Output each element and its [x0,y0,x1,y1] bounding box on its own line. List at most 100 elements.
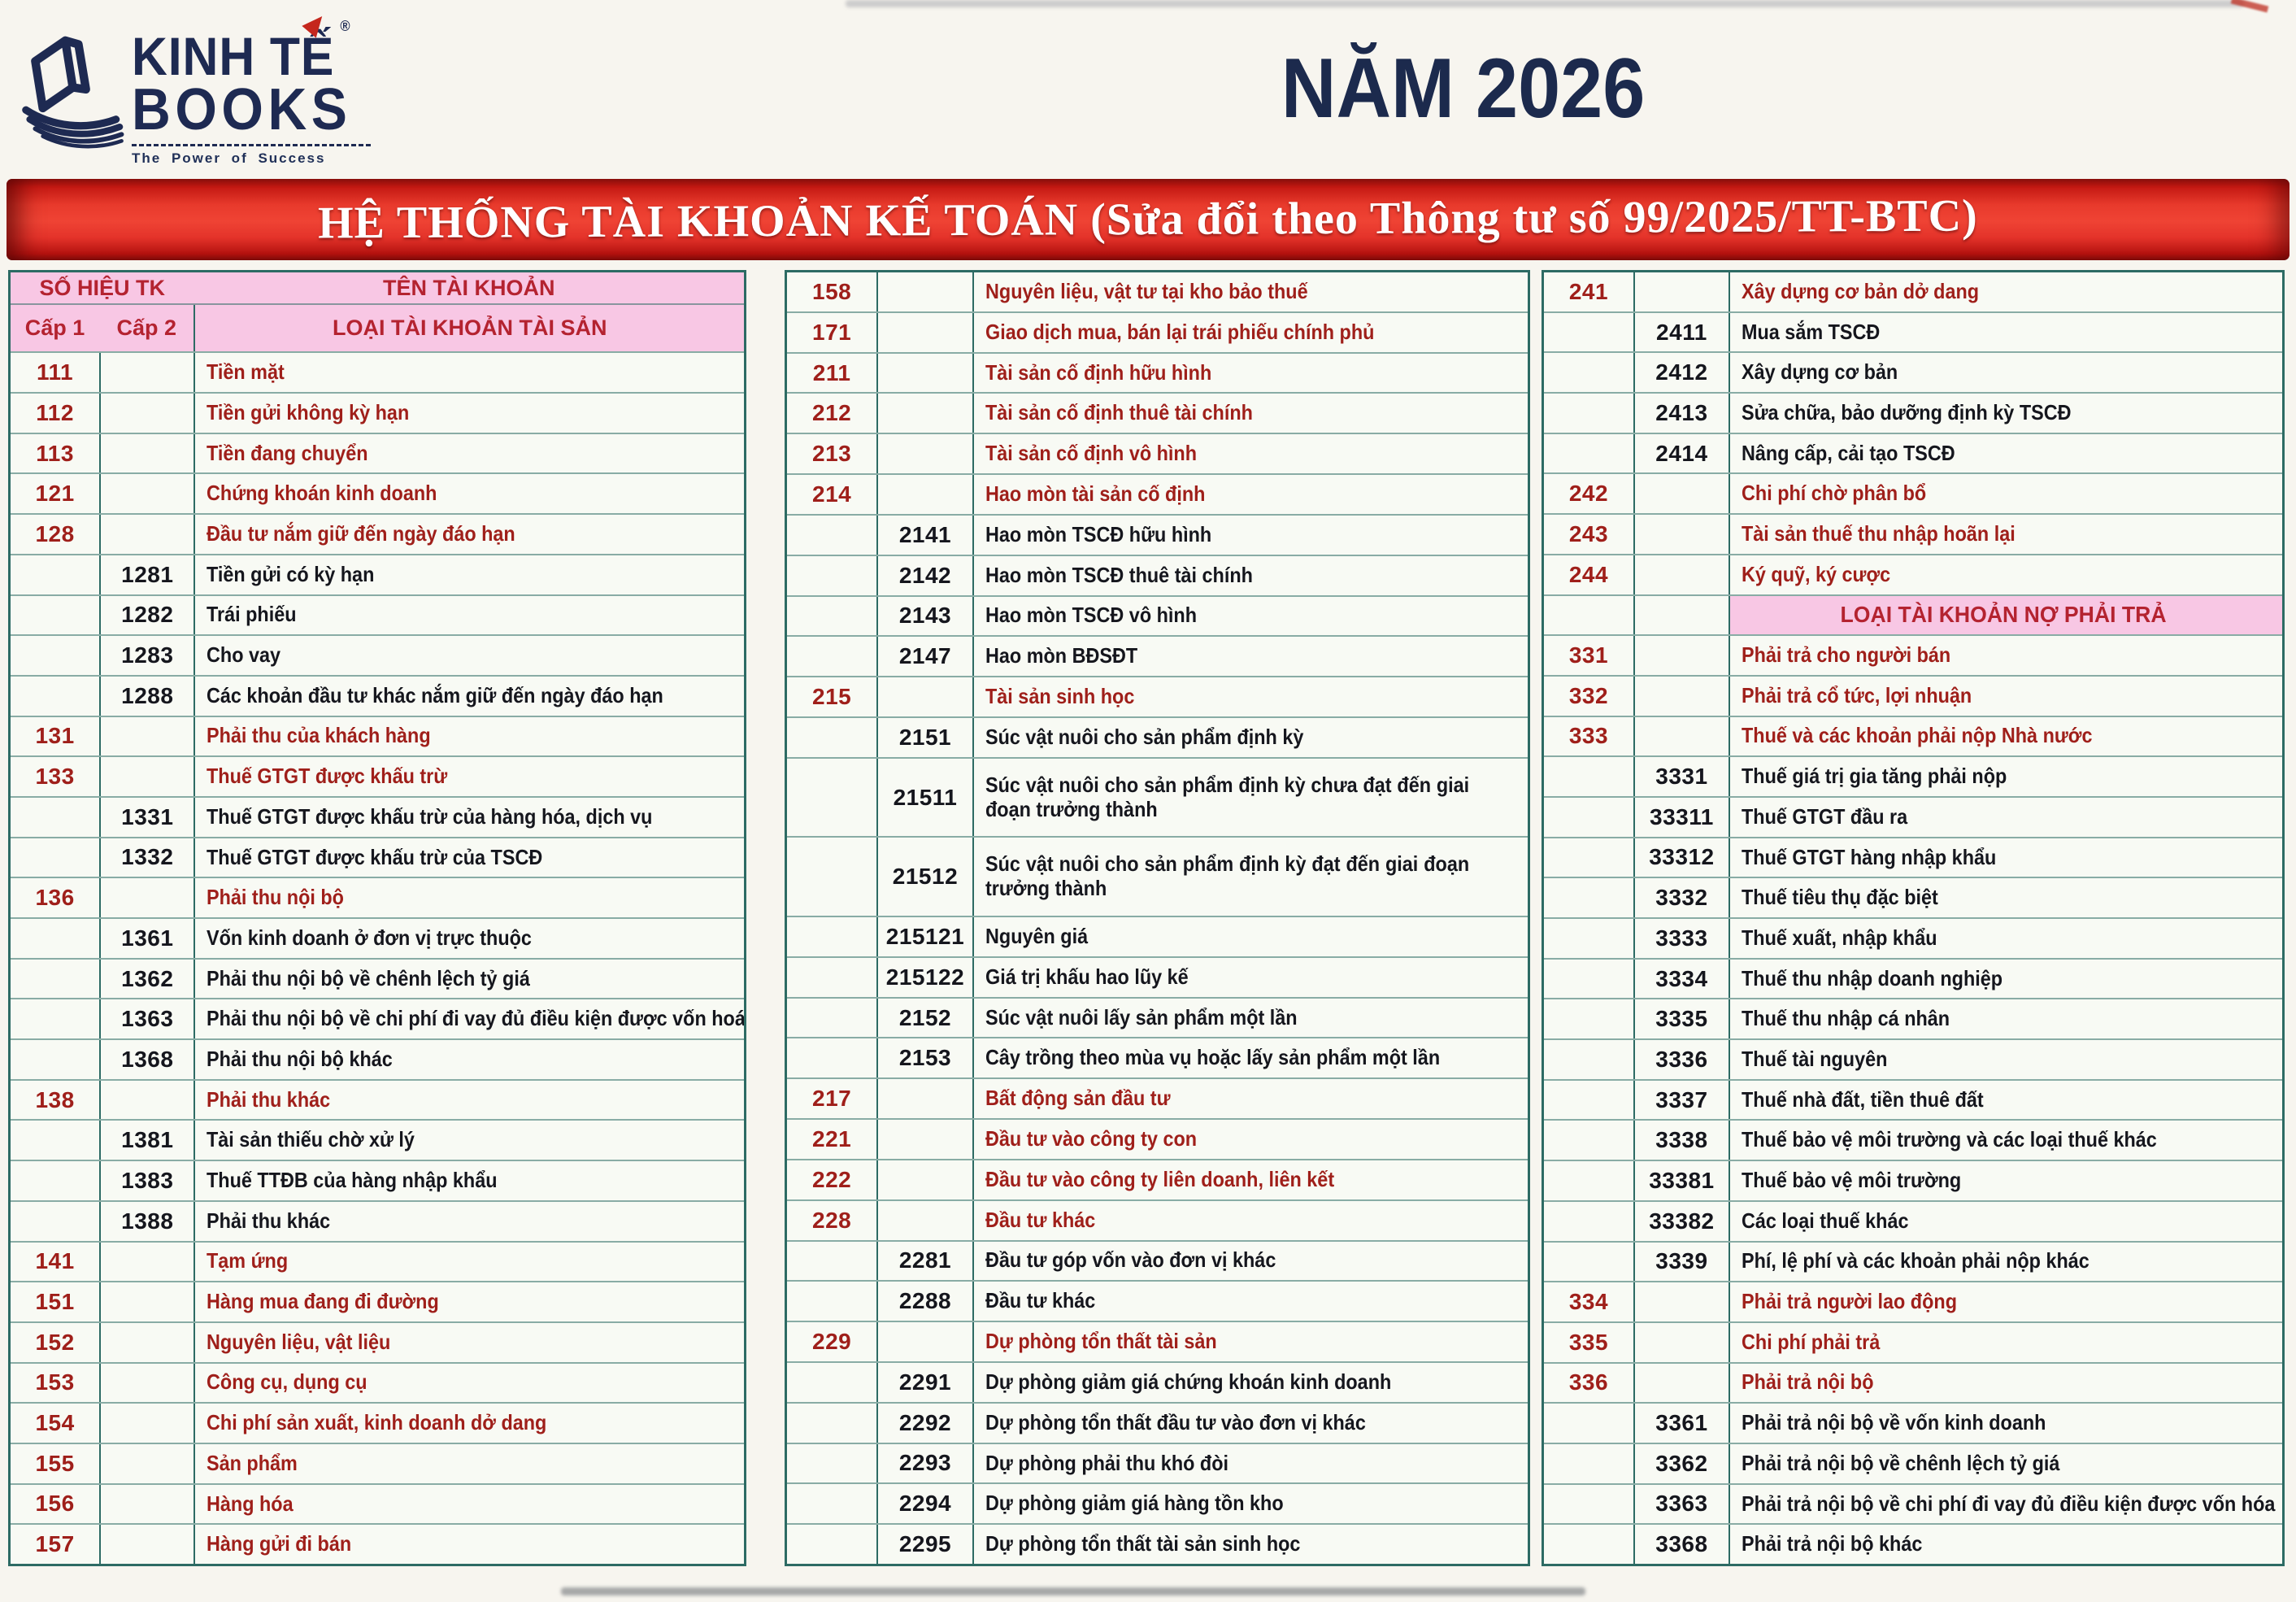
liability-section-header-row: LOẠI TÀI KHOẢN NỢ PHẢI TRẢ [1544,594,2282,635]
account-code-level2: 2151 [898,724,952,750]
level1-code-cell [1544,434,1633,473]
account-code-level2: 3362 [1655,1450,1708,1476]
account-code-level2: 2152 [898,1004,952,1030]
account-row: 332 Phải trả cổ tức, lợi nhuận [1544,674,2282,716]
account-name: Hao mòn tài sản cố định [985,481,1206,507]
level2-code-cell: 1288 [99,676,194,716]
account-name-cell: Phải trả nội bộ [1728,1363,2282,1403]
level2-code-cell [876,475,972,514]
account-name-cell: Hàng gửi đi bán [194,1525,744,1564]
account-code-level2: 3337 [1655,1086,1708,1112]
level2-code-cell: 3368 [1633,1525,1729,1564]
account-name: Tiền gửi có kỳ hạn [207,561,375,586]
liability-section-label: LOẠI TÀI KHOẢN NỢ PHẢI TRẢ [1840,602,2167,628]
account-name: Dự phòng giảm giá chứng khoán kinh doanh [985,1369,1392,1394]
account-row: 157 Hàng gửi đi bán [11,1523,744,1564]
account-name-cell: Thuế thu nhập doanh nghiệp [1728,959,2282,999]
account-code-level1: 331 [1568,642,1609,668]
account-code-level1: 335 [1568,1329,1609,1355]
account-row: 2292 Dự phòng tổn thất đầu tư vào đơn vị … [787,1401,1528,1443]
account-code-level2: 1282 [121,602,174,628]
account-name-cell: Xây dựng cơ bản dở dang [1728,272,2282,311]
account-name-cell: Hao mòn tài sản cố định [972,475,1528,514]
level1-code-cell [787,1525,876,1564]
level1-code-cell [1544,1525,1633,1564]
level1-code-cell: 112 [11,394,99,433]
account-row: 3334 Thuế thu nhập doanh nghiệp [1544,957,2282,999]
level1-code-cell: 336 [1544,1364,1633,1403]
account-name-cell: Sản phẩm [194,1443,744,1483]
account-code-level2: 2294 [898,1491,952,1517]
level2-code-cell: 2288 [876,1282,972,1321]
account-row: 2141 Hao mòn TSCĐ hữu hình [787,513,1528,555]
level2-code-cell: 21511 [876,758,972,837]
level2-code-cell [1633,555,1729,594]
logo-text: KINH TẾ ® BOOKS The Power of Success [132,9,372,167]
account-code-level1: 131 [35,723,75,749]
account-row: 1381 Tài sản thiếu chờ xử lý [11,1119,744,1160]
level2-code-cell [876,1322,972,1361]
level1-code-cell [787,1404,876,1443]
account-row: 212 Tài sản cố định thuê tài chính [787,392,1528,433]
level1-code-cell [1544,878,1633,917]
level1-code-cell [11,798,99,837]
header-account-number: SỐ HIỆU TK [39,275,165,300]
level2-code-cell [876,677,972,716]
account-code-level2: 33311 [1650,803,1714,829]
kinhte-books-logo: KINH TẾ ® BOOKS The Power of Success [15,8,372,177]
account-row: 141 Tạm ứng [11,1240,744,1282]
account-row: 2153 Cây trồng theo mùa vụ hoặc lấy sản p… [787,1037,1528,1078]
account-name-cell: Giao dịch mua, bán lại trái phiếu chính … [972,312,1528,352]
level1-code-cell [1544,919,1633,958]
account-name-cell: Súc vật nuôi lấy sản phẩm một lần [972,998,1528,1038]
level1-code-cell: 128 [11,515,99,554]
accounts-table-column-2: 158 Nguyên liệu, vật tư tại kho bảo thuế 1… [785,270,1530,1566]
account-name-cell: Súc vật nuôi cho sản phẩm định kỳ đạt đế… [972,838,1528,916]
account-name: Giao dịch mua, bán lại trái phiếu chính … [985,319,1375,344]
account-code-level2: 2288 [898,1288,952,1314]
level1-code-cell [787,1038,876,1077]
account-name-cell: Nâng cấp, cải tạo TSCĐ [1728,433,2282,473]
level2-code-cell [99,1404,194,1443]
account-name-cell: Phải thu khác [194,1201,744,1241]
level1-code-cell: 136 [11,878,99,917]
account-code-level2: 1332 [121,844,174,870]
account-code-level1: 334 [1568,1289,1609,1315]
account-code-level1: 222 [812,1166,852,1192]
level1-code-cell: 243 [1544,515,1633,554]
account-name-cell: Dự phòng tổn thất tài sản [972,1322,1528,1361]
account-code-level2: 3336 [1655,1046,1708,1072]
account-row: 136 Phải thu nội bộ [11,877,744,917]
account-row: 3362 Phải trả nội bộ về chênh lệch tỷ giá [1544,1442,2282,1483]
account-code-level1: 228 [812,1207,852,1233]
account-name: Phải thu nội bộ về chi phí đi vay đủ điề… [207,1006,744,1031]
account-code-level2: 2153 [898,1045,952,1071]
account-code-level1: 213 [812,441,852,467]
logo-tagline: The Power of Success [132,144,372,167]
header-level2: Cấp 2 [116,316,177,341]
level2-code-cell: 3338 [1633,1121,1729,1160]
level2-code-cell [1633,716,1729,756]
account-row: 154 Chi phí sản xuất, kinh doanh dở dang [11,1402,744,1443]
level2-code-cell: 215121 [876,917,972,956]
account-name: Trái phiếu [207,602,298,627]
level2-code-cell: 1388 [99,1201,194,1241]
account-code-level1: 243 [1568,520,1609,546]
account-code-level2: 2142 [898,562,952,588]
level2-code-cell: 1361 [99,919,194,958]
level2-code-cell: 33312 [1633,838,1729,877]
account-row: 3368 Phải trả nội bộ khác [1544,1523,2282,1564]
level2-code-cell: 2293 [876,1443,972,1483]
account-row: 331 Phải trả cho người bán [1544,634,2282,675]
level2-code-cell: 3362 [1633,1443,1729,1483]
account-code-level2: 215122 [885,964,965,990]
open-book-icon [22,36,124,149]
account-name: Hàng hóa [207,1491,294,1516]
account-row: 111 Tiền mặt [11,351,744,393]
account-name: Các khoản đầu tư khác nắm giữ đến ngày đ… [207,682,664,707]
account-row: 128 Đầu tư nắm giữ đến ngày đáo hạn [11,513,744,554]
account-row: 336 Phải trả nội bộ [1544,1361,2282,1403]
account-name-cell: Tài sản cố định vô hình [972,434,1528,474]
level1-code-cell [1544,838,1633,877]
level1-code-cell: 241 [1544,272,1633,311]
